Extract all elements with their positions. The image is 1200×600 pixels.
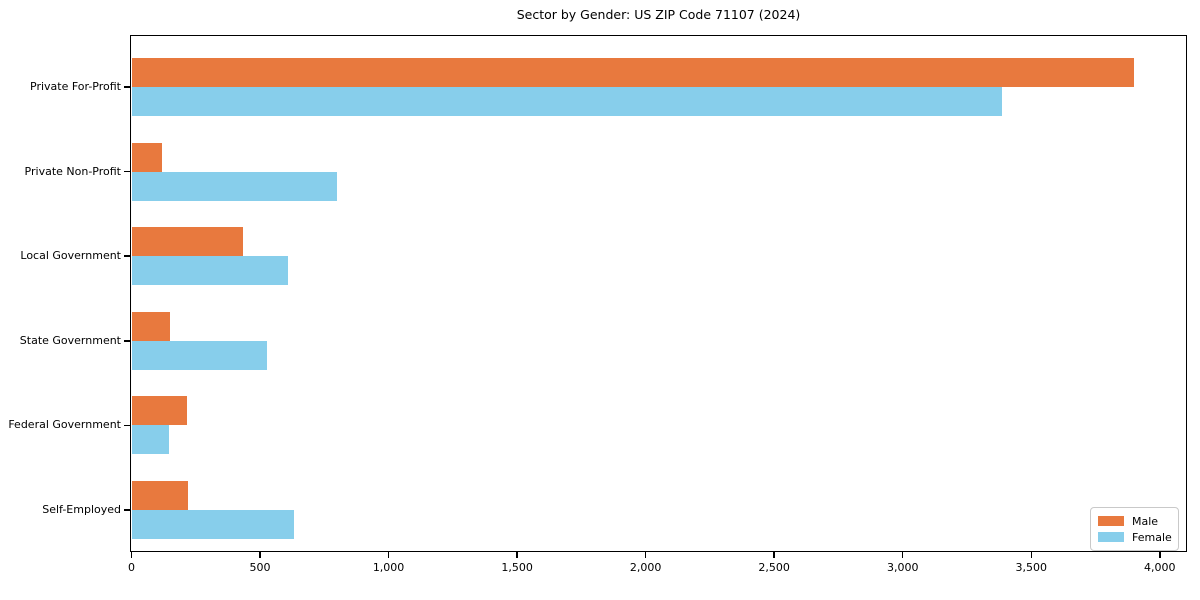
bar-male-private-non-profit (131, 142, 163, 172)
y-tick-mark (124, 340, 130, 342)
x-tick-mark (387, 552, 390, 558)
y-tick-label-private-for-profit: Private For-Profit (30, 80, 121, 93)
x-tick-label-3-000: 3,000 (886, 561, 919, 574)
x-tick-label-0: 0 (128, 561, 135, 574)
x-tick-mark (130, 552, 133, 558)
y-tick-label-federal-government: Federal Government (8, 418, 121, 432)
plot-area (130, 35, 1187, 552)
bar-male-self-employed (131, 481, 189, 510)
bar-female-federal-government (131, 425, 169, 455)
x-tick-mark (259, 552, 261, 558)
y-tick-mark (124, 86, 130, 88)
x-tick-label-3-500: 3,500 (1015, 561, 1048, 574)
y-tick-label-private-non-profit: Private Non-Profit (24, 164, 121, 178)
bar-male-federal-government (131, 396, 187, 426)
bar-female-private-non-profit (131, 171, 338, 201)
chart-title: Sector by Gender: US ZIP Code 71107 (202… (516, 7, 801, 22)
x-tick-mark (1030, 552, 1032, 558)
x-tick-mark (901, 552, 904, 558)
legend: Male Female (1090, 507, 1179, 551)
x-tick-mark (644, 552, 647, 558)
legend-label-male: Male (1132, 514, 1159, 528)
legend-label-female: Female (1132, 530, 1172, 544)
bar-male-state-government (131, 311, 171, 341)
x-tick-label-1-500: 1,500 (501, 561, 533, 574)
x-tick-mark (1159, 552, 1161, 558)
y-tick-mark (124, 509, 130, 511)
y-tick-label-local-government: Local Government (20, 249, 121, 263)
legend-entry-female: Female (1098, 529, 1172, 545)
legend-swatch-female (1098, 532, 1124, 542)
bar-female-self-employed (131, 510, 294, 539)
bar-male-local-government (131, 227, 244, 257)
x-tick-mark (516, 552, 518, 558)
bar-male-private-for-profit (131, 58, 1135, 87)
y-tick-mark (124, 170, 130, 173)
legend-entry-male: Male (1098, 513, 1170, 529)
bar-female-local-government (131, 256, 289, 286)
bar-female-state-government (131, 340, 267, 370)
x-tick-label-500: 500 (249, 561, 271, 574)
y-tick-mark (124, 424, 130, 427)
x-tick-label-2-500: 2,500 (758, 561, 790, 574)
x-tick-label-2-000: 2,000 (629, 561, 662, 574)
y-tick-label-state-government: State Government (19, 333, 121, 347)
x-tick-label-4-000: 4,000 (1144, 561, 1176, 574)
y-tick-label-self-employed: Self-Employed (42, 503, 121, 516)
x-tick-label-1-000: 1,000 (372, 561, 405, 574)
legend-swatch-male (1098, 516, 1124, 526)
x-tick-mark (773, 552, 775, 558)
y-tick-mark (124, 255, 130, 257)
bar-female-private-for-profit (131, 87, 1002, 116)
